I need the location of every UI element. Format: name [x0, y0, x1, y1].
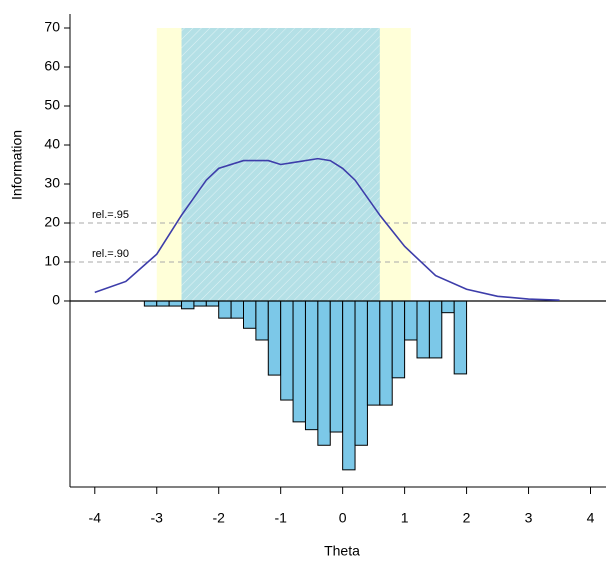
x-tick-label: -2 — [212, 510, 225, 526]
histogram-bar — [218, 300, 232, 319]
histogram-bar — [304, 300, 319, 431]
histogram-bar — [354, 300, 368, 446]
histogram-bar — [243, 300, 257, 329]
histogram-bar — [329, 300, 344, 433]
histogram-bar — [255, 300, 269, 341]
x-tick-label: 0 — [339, 510, 347, 526]
y-tick-label: 20 — [44, 214, 60, 230]
histogram-bar — [317, 300, 331, 446]
x-axis-label: Theta — [324, 543, 360, 559]
x-tick-label: 3 — [525, 510, 533, 526]
histogram-bar — [404, 300, 418, 341]
x-tick-label: -4 — [89, 510, 102, 526]
y-tick-label: 60 — [44, 58, 60, 74]
histogram-bar — [416, 300, 430, 359]
y-tick-label: 10 — [44, 253, 60, 269]
x-tick-label: 4 — [587, 510, 595, 526]
histogram-bar — [230, 300, 245, 319]
histogram-bar — [292, 300, 306, 423]
y-axis-label: Information — [9, 130, 25, 200]
x-tick-label: 2 — [463, 510, 471, 526]
histogram-bar — [379, 300, 393, 406]
x-tick-label: -3 — [151, 510, 164, 526]
histogram-bar — [143, 300, 158, 307]
reference-label: rel.=.90 — [92, 248, 129, 260]
histogram-bar — [205, 300, 220, 307]
histogram-bar — [366, 300, 381, 406]
y-tick-label: 30 — [44, 175, 60, 191]
histogram-bar — [193, 300, 207, 307]
histogram-bar — [181, 300, 195, 310]
histogram-bar — [453, 300, 468, 375]
y-tick-label: 0 — [52, 292, 60, 308]
histogram-bar — [391, 300, 406, 379]
histogram-bar — [428, 300, 443, 359]
reference-label: rel.=.95 — [92, 209, 129, 221]
y-tick-label: 70 — [44, 19, 60, 35]
histogram-bar — [342, 300, 356, 471]
y-tick-label: 50 — [44, 97, 60, 113]
x-tick-label: -1 — [274, 510, 287, 526]
histogram-bar — [168, 300, 183, 307]
histogram-bar — [156, 300, 170, 307]
x-tick-label: 1 — [401, 510, 409, 526]
y-tick-label: 40 — [44, 136, 60, 152]
histogram-bar — [280, 300, 294, 401]
histogram-bar — [267, 300, 282, 376]
information-curve — [94, 157, 560, 302]
histogram-bar — [441, 300, 455, 314]
